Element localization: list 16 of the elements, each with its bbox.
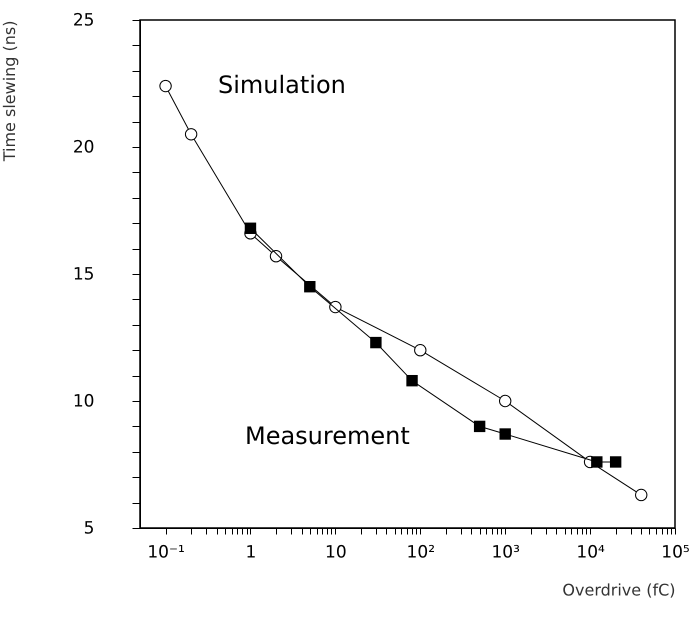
x-tick-label: 10 [325,542,347,562]
y-tick-label: 5 [84,518,94,538]
x-tick-label: 10⁻¹ [147,542,185,562]
x-tick-label: 10⁴ [576,542,605,562]
y-tick-label: 15 [72,264,94,284]
x-tick-label: 10⁵ [661,542,690,562]
x-tick-label: 10² [406,542,436,562]
series-label: Simulation [218,71,346,99]
x-tick-label: 10³ [491,542,520,562]
x-axis-title: Overdrive (fC) [562,580,676,600]
x-tick-label: 1 [246,542,256,562]
y-tick-label: 10 [72,392,94,412]
series-label: Measurement [245,422,410,450]
y-tick-label: 25 [72,10,94,30]
y-axis-title: Time slewing (ns) [0,20,19,162]
y-tick-label: 20 [72,138,94,158]
